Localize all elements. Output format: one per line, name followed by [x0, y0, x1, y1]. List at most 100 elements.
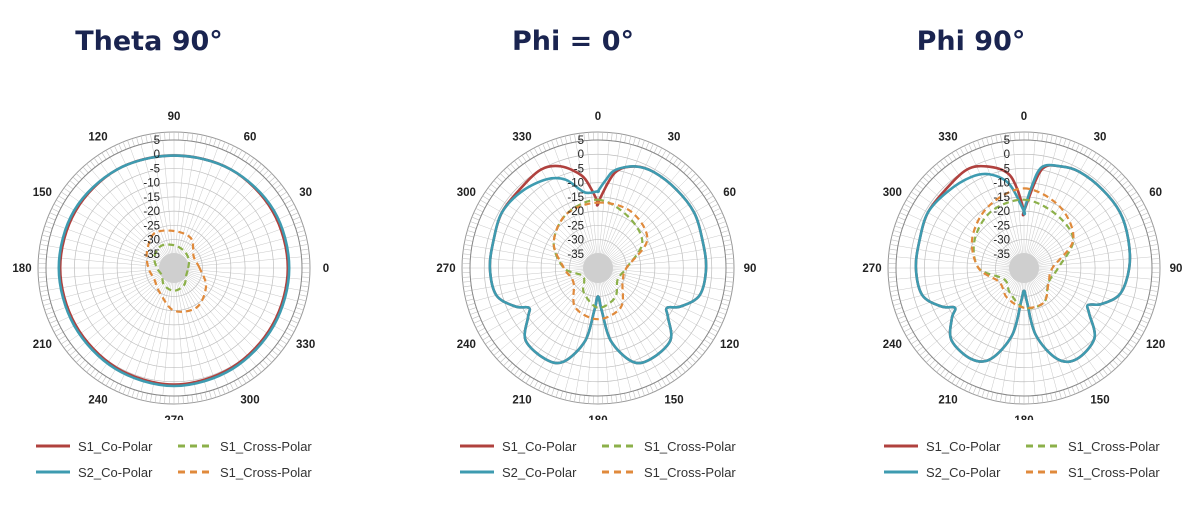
spoke-gridline [597, 140, 610, 269]
angle-minor-tick [136, 137, 140, 146]
spoke-gridline [173, 234, 298, 269]
angle-minor-tick [891, 234, 900, 238]
spoke-gridline [477, 223, 599, 269]
angle-minor-tick [265, 173, 273, 180]
spoke-gridline [53, 267, 175, 313]
legend-swatch [884, 444, 918, 448]
spoke-gridline [173, 163, 248, 269]
spoke-gridline [173, 267, 248, 373]
angle-minor-tick [538, 382, 543, 391]
angle-minor-tick [217, 140, 221, 148]
angle-minor-tick [913, 342, 921, 349]
angle-minor-tick [1145, 307, 1154, 311]
angle-minor-tick [463, 248, 472, 251]
angle-minor-tick [159, 395, 161, 404]
angle-minor-tick [725, 281, 734, 283]
radial-gridline [498, 168, 698, 368]
angle-tick-label: 90 [1170, 263, 1183, 275]
angle-minor-tick [698, 184, 706, 190]
angle-minor-tick [39, 248, 48, 251]
spoke-gridline [1023, 234, 1148, 269]
spoke-gridline [515, 267, 599, 367]
angle-minor-tick [61, 191, 69, 197]
angle-minor-tick [187, 395, 189, 404]
legend-swatch [602, 470, 636, 474]
legend-swatch [460, 470, 494, 474]
legend-label: S1_Cross-Polar [220, 438, 312, 454]
angle-minor-tick [722, 298, 731, 302]
angle-minor-tick [1132, 335, 1140, 341]
spoke-gridline [1023, 213, 1141, 269]
angle-minor-tick [496, 353, 504, 360]
angle-minor-tick [919, 350, 927, 356]
angle-minor-tick [525, 376, 531, 384]
spoke-gridline [1023, 185, 1123, 269]
angle-minor-tick [473, 212, 482, 217]
radial-gridline [909, 153, 1139, 383]
angle-minor-tick [896, 221, 904, 225]
spoke-gridline [1023, 267, 1145, 313]
angle-minor-tick [574, 394, 577, 402]
angle-minor-tick [698, 346, 706, 352]
angle-minor-tick [1079, 382, 1084, 391]
angle-minor-tick [41, 234, 50, 238]
angle-minor-tick [718, 221, 726, 225]
angle-minor-tick [1000, 134, 1003, 142]
radial-tick-label: -20 [993, 206, 1010, 218]
angle-minor-tick [464, 294, 473, 297]
radial-tick-label: -35 [993, 249, 1010, 261]
angle-minor-tick [290, 212, 299, 217]
angle-minor-tick [611, 395, 613, 404]
radial-tick-label: -35 [567, 249, 584, 261]
angle-minor-tick [105, 150, 111, 158]
angle-minor-tick [97, 155, 103, 163]
angle-minor-tick [724, 289, 732, 292]
angle-minor-tick [968, 384, 973, 393]
angle-minor-tick [1140, 212, 1149, 217]
angle-minor-tick [471, 216, 480, 221]
spoke-gridline [63, 267, 175, 333]
spoke-gridline [990, 144, 1025, 269]
angle-minor-tick [282, 335, 290, 341]
angle-minor-tick [588, 395, 590, 404]
angle-minor-tick [213, 389, 217, 398]
angle-minor-tick [40, 239, 49, 242]
angle-minor-tick [69, 350, 77, 356]
angle-minor-tick [477, 203, 486, 209]
angle-minor-tick [93, 371, 100, 379]
angle-minor-tick [1102, 368, 1108, 376]
angle-minor-tick [665, 376, 671, 384]
angle-minor-tick [896, 311, 904, 315]
angle-minor-tick [578, 394, 581, 403]
spoke-gridline [903, 267, 1025, 313]
angle-minor-tick [546, 141, 551, 150]
spoke-gridline [83, 267, 175, 359]
angle-minor-tick [919, 180, 927, 186]
center-blob [583, 253, 613, 283]
spoke-gridline [69, 194, 175, 269]
angle-minor-tick [56, 199, 64, 205]
angle-minor-tick [1150, 289, 1158, 292]
angle-minor-tick [583, 132, 585, 141]
angle-minor-tick [521, 155, 527, 163]
angle-minor-tick [265, 356, 273, 363]
angle-minor-tick [1134, 199, 1142, 205]
angle-minor-tick [606, 395, 608, 404]
angle-tick-label: 150 [664, 395, 683, 407]
angle-minor-tick [641, 388, 645, 396]
spoke-gridline [1023, 203, 1135, 269]
angle-minor-tick [555, 138, 559, 147]
angle-minor-tick [624, 134, 627, 143]
spoke-gridline [913, 267, 1025, 333]
angle-minor-tick [90, 368, 96, 376]
angle-minor-tick [298, 298, 307, 302]
angle-minor-tick [683, 362, 690, 370]
angle-minor-tick [268, 353, 276, 360]
angle-minor-tick [903, 327, 912, 333]
angle-minor-tick [118, 384, 123, 393]
angle-minor-tick [1075, 384, 1080, 393]
spoke-gridline [173, 213, 291, 269]
spoke-gridline [173, 245, 301, 269]
angle-minor-tick [277, 187, 285, 194]
angle-minor-tick [1054, 392, 1058, 401]
